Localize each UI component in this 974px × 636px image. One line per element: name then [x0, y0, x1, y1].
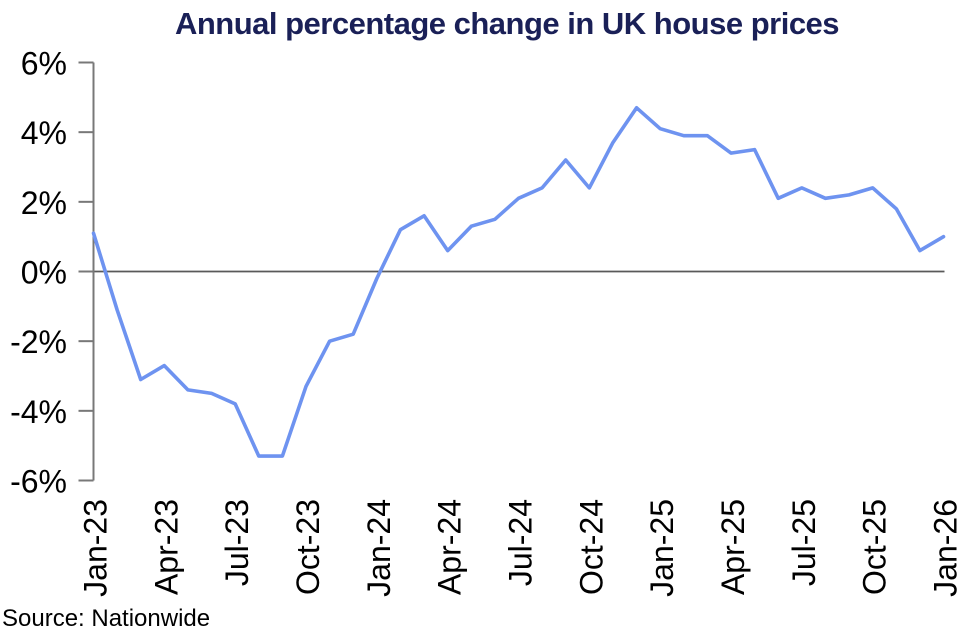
x-tick-label: Oct-25 [857, 499, 893, 595]
x-tick-label: Oct-23 [290, 499, 326, 595]
chart-title: Annual percentage change in UK house pri… [174, 6, 840, 41]
x-tick-label: Jan-23 [78, 499, 114, 597]
y-tick-label: -4% [10, 394, 67, 430]
y-tick-label: -6% [10, 464, 67, 500]
x-tick-label: Jul-24 [503, 499, 539, 586]
x-tick-label: Jul-25 [786, 499, 822, 586]
x-tick-label: Jan-25 [644, 499, 680, 597]
y-tick-label: -2% [10, 324, 67, 360]
x-tick-label: Jan-24 [361, 499, 397, 597]
x-tick-label: Apr-24 [432, 499, 468, 595]
x-tick-label: Apr-25 [715, 499, 751, 595]
x-tick-label: Oct-24 [573, 499, 609, 595]
x-tick-label: Jul-23 [219, 499, 255, 586]
y-tick-label: 4% [21, 115, 67, 151]
y-tick-label: 6% [21, 46, 67, 82]
y-tick-label: 0% [21, 255, 67, 291]
x-tick-label: Jan-26 [928, 499, 964, 597]
source-note: Source: Nationwide [2, 605, 211, 632]
y-tick-label: 2% [21, 185, 67, 221]
series-line [91, 106, 946, 458]
x-tick-label: Apr-23 [148, 499, 184, 595]
